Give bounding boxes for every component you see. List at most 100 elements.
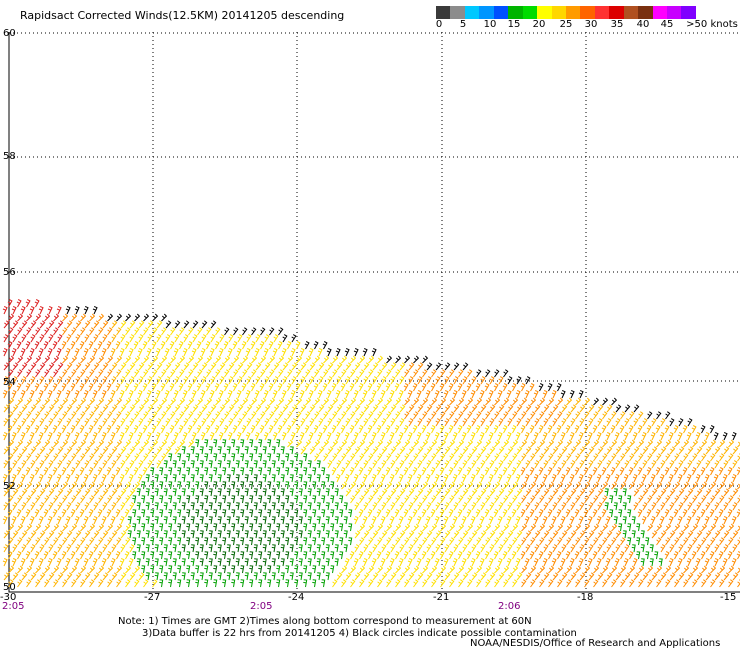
wind-barb <box>237 362 244 371</box>
wind-barb <box>462 544 468 553</box>
wind-barb <box>195 551 200 560</box>
wind-barb <box>664 551 670 560</box>
wind-barb <box>79 467 85 476</box>
wind-barb <box>272 432 278 441</box>
wind-barb <box>584 537 590 546</box>
wind-barb <box>584 495 590 504</box>
wind-barb <box>213 551 218 560</box>
wind-barb <box>12 362 19 371</box>
wind-barb <box>647 453 653 462</box>
wind-barb <box>353 348 359 357</box>
wind-barb <box>236 432 242 441</box>
wind-barb <box>321 481 326 490</box>
wind-barb <box>425 516 431 525</box>
lat-label: 60 <box>3 28 16 39</box>
wind-barb <box>659 474 665 483</box>
wind-barb <box>235 558 240 567</box>
wind-barb <box>110 390 116 399</box>
wind-barb <box>578 432 584 441</box>
wind-barb <box>606 418 612 427</box>
wind-barb <box>48 418 54 427</box>
wind-barb <box>25 383 31 392</box>
wind-barb <box>710 495 716 504</box>
wind-barb <box>372 460 378 469</box>
wind-barb <box>57 530 64 539</box>
wind-barb <box>222 523 227 532</box>
wind-barb <box>47 390 53 399</box>
wind-barb <box>255 404 262 413</box>
wind-barb <box>557 537 563 546</box>
wind-barb <box>190 544 195 553</box>
wind-barb <box>719 439 726 448</box>
wind-barb <box>71 369 77 378</box>
wind-barb <box>165 446 172 455</box>
wind-barb <box>386 537 392 546</box>
wind-barb <box>240 523 245 532</box>
wind-barb <box>217 572 222 581</box>
wind-barb <box>494 439 501 448</box>
wind-barb <box>323 355 330 364</box>
wind-barb <box>363 362 370 371</box>
wind-barb <box>80 523 87 532</box>
wind-barb <box>359 453 365 462</box>
wind-barb <box>673 425 679 434</box>
wind-barb <box>119 558 125 567</box>
wind-barb <box>65 348 71 357</box>
wind-barb <box>710 481 717 490</box>
wind-barb <box>339 509 344 518</box>
wind-barb <box>660 502 666 511</box>
wind-barb <box>475 467 481 476</box>
wind-barb <box>44 523 51 532</box>
wind-barb <box>7 383 13 392</box>
wind-barb <box>431 495 437 504</box>
wind-barb <box>408 488 415 497</box>
wind-barb <box>381 544 387 553</box>
colorbar-swatch <box>479 6 494 19</box>
wind-barb <box>142 425 148 434</box>
wind-barb <box>280 502 285 511</box>
wind-barb <box>134 453 140 462</box>
wind-barb <box>303 467 308 476</box>
wind-barb <box>89 453 95 462</box>
wind-barb <box>613 488 618 497</box>
wind-barb <box>407 558 413 567</box>
wind-barb <box>102 544 108 553</box>
wind-barb <box>271 558 276 567</box>
wind-barb <box>584 439 591 448</box>
wind-barb <box>224 411 230 420</box>
wind-barb <box>289 460 294 469</box>
wind-barb <box>443 390 449 399</box>
wind-barb <box>156 334 162 343</box>
wind-barb <box>75 320 82 329</box>
wind-barb <box>258 579 263 588</box>
wind-barb <box>659 432 665 441</box>
wind-barb <box>453 404 460 413</box>
wind-barbs <box>2 299 740 588</box>
wind-barb <box>480 418 486 427</box>
wind-barb <box>340 383 346 392</box>
wind-barb <box>111 334 117 343</box>
wind-barb <box>636 551 641 560</box>
wind-barb <box>561 572 568 581</box>
wind-barb <box>53 453 59 462</box>
wind-barb <box>588 488 595 497</box>
chart-title: Rapidsact Corrected Winds(12.5KM) 201412… <box>20 9 345 22</box>
wind-barb <box>298 530 303 539</box>
wind-barb <box>341 565 348 574</box>
wind-barb <box>61 551 67 560</box>
wind-barb <box>552 502 558 511</box>
wind-barb <box>476 397 483 406</box>
wind-barb <box>48 502 54 511</box>
wind-barb <box>93 418 99 427</box>
wind-barb <box>17 327 23 336</box>
wind-barb <box>525 418 531 427</box>
wind-barb <box>705 446 712 455</box>
wind-barb <box>476 439 483 448</box>
wind-barb <box>485 523 492 532</box>
wind-barb <box>136 488 141 497</box>
wind-barb <box>605 558 611 567</box>
wind-barb <box>231 551 236 560</box>
wind-barb <box>174 376 180 385</box>
wind-barb <box>494 495 500 504</box>
wind-barb <box>294 481 299 490</box>
